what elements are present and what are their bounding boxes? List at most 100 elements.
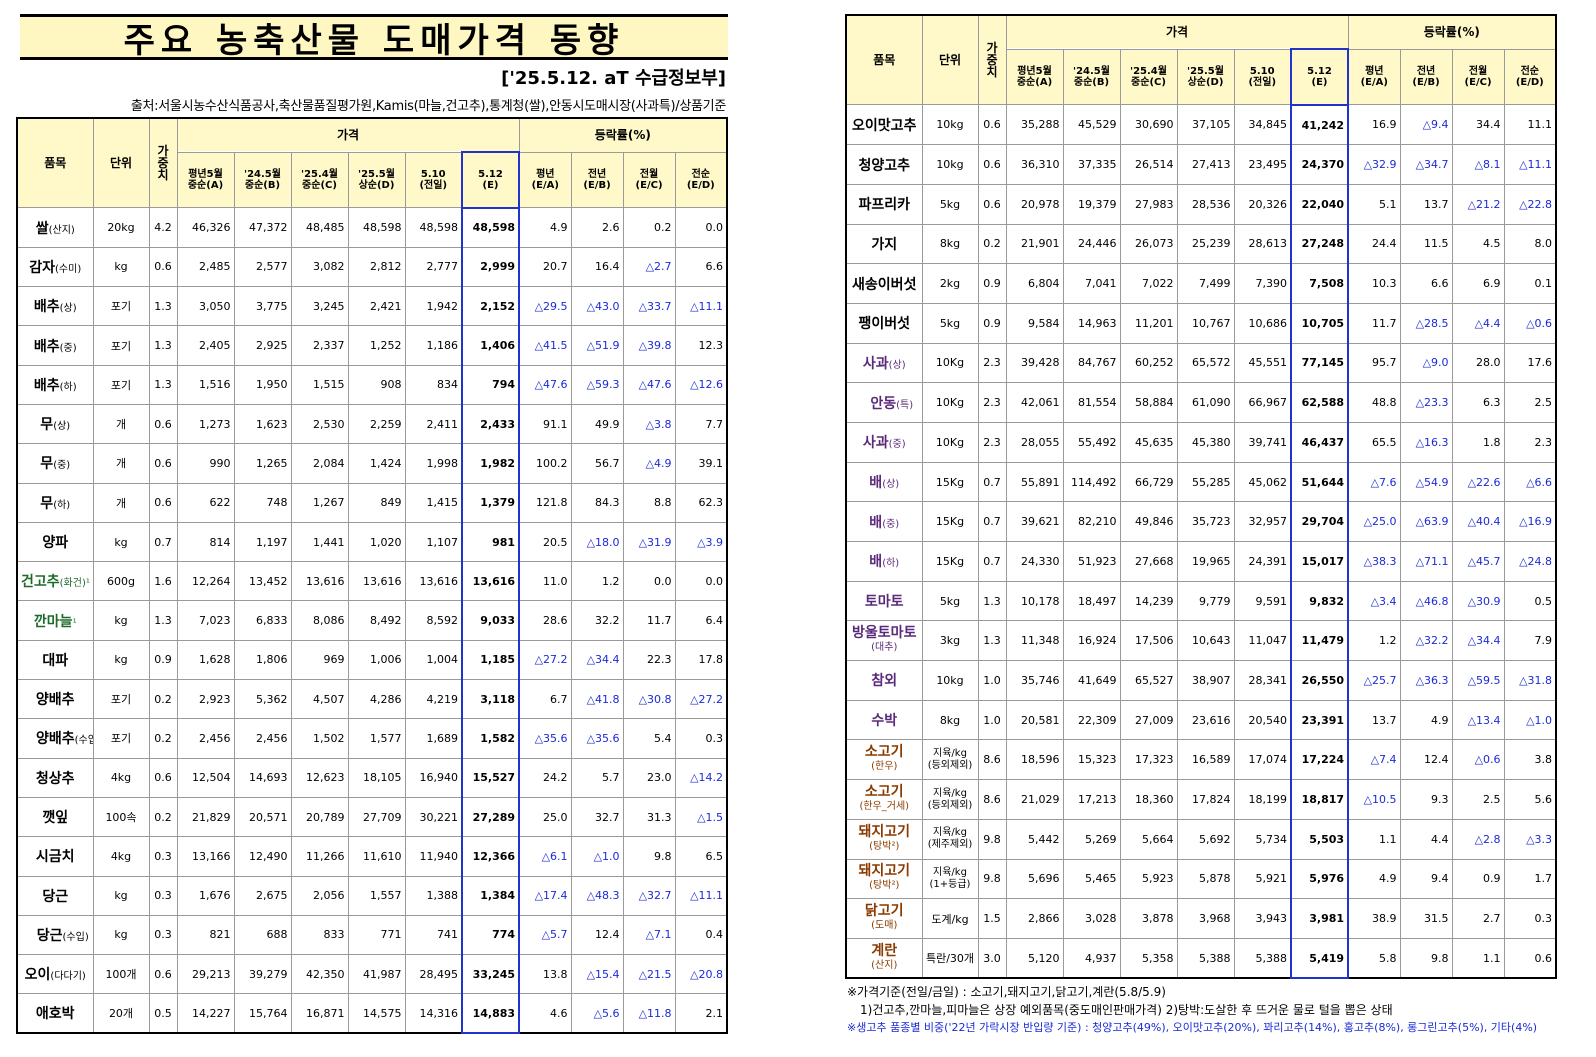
item-cell: 깻잎 xyxy=(16,796,94,838)
change-cell: △34.4 xyxy=(1451,620,1505,662)
weight-cell: 0.3 xyxy=(148,836,178,877)
note-price-basis: ※가격기준(전일/금일) : 소고기,돼지고기,닭고기,계란(5.8/5.9) xyxy=(847,985,1166,999)
change-cell: △30.9 xyxy=(1451,580,1505,622)
change-cell: △43.0 xyxy=(570,286,624,327)
current-price-cell: 17,224 xyxy=(1289,739,1350,781)
unit-cell: kg xyxy=(92,246,150,288)
unit-cell: 4kg xyxy=(92,757,150,798)
item-sub: (상) xyxy=(59,303,77,315)
header-change-col: 평년 (E/A) xyxy=(1347,48,1401,106)
change-cell: 0.2 xyxy=(622,207,676,248)
change-cell: △23.3 xyxy=(1399,382,1453,423)
price-cell: 17,323 xyxy=(1119,739,1178,781)
price-cell: 1,186 xyxy=(404,325,463,366)
price-cell: 16,940 xyxy=(404,757,463,798)
price-cell: 17,213 xyxy=(1062,779,1121,820)
price-cell: 114,492 xyxy=(1062,461,1121,503)
current-price-cell: 22,040 xyxy=(1289,183,1350,225)
item-name: 사과 xyxy=(862,435,889,452)
price-cell: 5,878 xyxy=(1176,858,1235,900)
change-cell: △32.7 xyxy=(622,875,676,916)
change-cell: 49.9 xyxy=(570,403,624,445)
weight-cell: 0.6 xyxy=(977,183,1007,225)
price-cell: 16,871 xyxy=(290,993,349,1034)
change-cell: 17.8 xyxy=(674,639,728,681)
price-cell: 12,623 xyxy=(290,757,349,798)
unit-cell: 10Kg xyxy=(921,382,979,423)
change-cell: 2.1 xyxy=(674,993,728,1034)
item-sub: (한우) xyxy=(871,761,898,773)
price-cell: 21,029 xyxy=(1005,779,1064,820)
unit-cell: 지육/kg (등외제외) xyxy=(921,779,979,820)
price-cell: 13,452 xyxy=(233,561,292,602)
unit-cell: 포기 xyxy=(92,679,150,720)
item-sub: (중) xyxy=(59,342,77,354)
change-cell: 84.3 xyxy=(570,482,624,523)
unit-cell: kg xyxy=(92,875,150,916)
price-cell: 48,485 xyxy=(290,207,349,248)
change-cell: 11.7 xyxy=(622,600,676,641)
price-cell: 1,020 xyxy=(347,521,406,563)
price-cell: 39,428 xyxy=(1005,342,1064,384)
change-cell: △2.7 xyxy=(622,246,676,288)
change-cell: 16.9 xyxy=(1347,104,1401,146)
change-cell: 23.0 xyxy=(622,757,676,798)
header-price-col: '25.5월 상순(D) xyxy=(1176,48,1235,106)
header-price-col: '25.4월 중순(C) xyxy=(1119,48,1178,106)
change-cell: 0.0 xyxy=(674,207,728,248)
change-cell: △3.4 xyxy=(1347,580,1401,622)
item-cell: 배(하) xyxy=(845,541,923,582)
change-cell: 39.1 xyxy=(674,443,728,484)
change-cell: 4.9 xyxy=(518,207,572,248)
current-price-cell: 23,391 xyxy=(1289,699,1350,741)
price-cell: 1,004 xyxy=(404,639,463,681)
unit-cell: 5kg xyxy=(921,302,979,344)
price-cell: 45,380 xyxy=(1176,421,1235,463)
table-row: 닭고기 (도매) 도계/kg 1.5 2,866 3,028 3,878 3,968 3,943… xyxy=(845,898,1557,939)
price-cell: 16,589 xyxy=(1176,739,1235,781)
price-cell: 833 xyxy=(290,914,349,956)
item-cell: 돼지고기 (탕박²) xyxy=(845,858,923,900)
table-row: 깐마늘¹ kg 1.3 7,023 6,833 8,086 8,492 8,592 9,033 2… xyxy=(16,600,728,641)
price-cell: 26,073 xyxy=(1119,223,1178,265)
price-cell: 25,239 xyxy=(1176,223,1235,265)
change-cell: △34.7 xyxy=(1399,144,1453,185)
change-cell: 31.5 xyxy=(1399,898,1453,939)
table-row: 방울토마토 (대추) 3kg 1.3 11,348 16,924 17,506 10,643 1… xyxy=(845,620,1557,662)
change-cell: △24.8 xyxy=(1503,541,1557,582)
table-row: 오이(다다기) 100개 0.6 29,213 39,279 42,350 41,987 28… xyxy=(16,954,728,995)
unit-cell: 10Kg xyxy=(921,421,979,463)
price-cell: 5,269 xyxy=(1062,818,1121,860)
change-cell: 1.8 xyxy=(1451,421,1505,463)
header-price-col: '24.5월 중순(B) xyxy=(233,151,292,209)
price-cell: 23,616 xyxy=(1176,699,1235,741)
item-name: 청양고추 xyxy=(858,157,911,174)
unit-cell: 지육/kg (제주제외) xyxy=(921,818,979,860)
price-cell: 26,514 xyxy=(1119,144,1178,185)
change-cell: △1.0 xyxy=(1503,699,1557,741)
current-price-cell: 1,406 xyxy=(460,325,521,366)
price-cell: 61,090 xyxy=(1176,382,1235,423)
item-name: 양배추 xyxy=(36,731,75,748)
change-cell: 7.7 xyxy=(674,403,728,445)
item-cell: 배(상) xyxy=(845,461,923,503)
price-cell: 51,923 xyxy=(1062,541,1121,582)
header-change-col: 전순 (E/D) xyxy=(1503,48,1557,106)
change-cell: △15.4 xyxy=(570,954,624,995)
item-name: 무 xyxy=(40,495,54,512)
price-cell: 58,884 xyxy=(1119,382,1178,423)
item-sub: (화건)¹ xyxy=(59,578,90,590)
change-cell: 1.7 xyxy=(1503,858,1557,900)
price-cell: 21,901 xyxy=(1005,223,1064,265)
header-price: 가격 xyxy=(1005,14,1349,50)
price-cell: 18,497 xyxy=(1062,580,1121,622)
weight-cell: 3.0 xyxy=(977,937,1007,979)
table-row: 시금치 4kg 0.3 13,166 12,490 11,266 11,610 11,940 1… xyxy=(16,836,728,877)
unit-cell: 15Kg xyxy=(921,461,979,503)
weight-cell: 0.3 xyxy=(148,875,178,916)
item-cell: 사과(중) xyxy=(845,421,923,463)
price-cell: 748 xyxy=(233,482,292,523)
price-cell: 849 xyxy=(347,482,406,523)
price-cell: 771 xyxy=(347,914,406,956)
item-name: 안동 xyxy=(870,395,897,412)
